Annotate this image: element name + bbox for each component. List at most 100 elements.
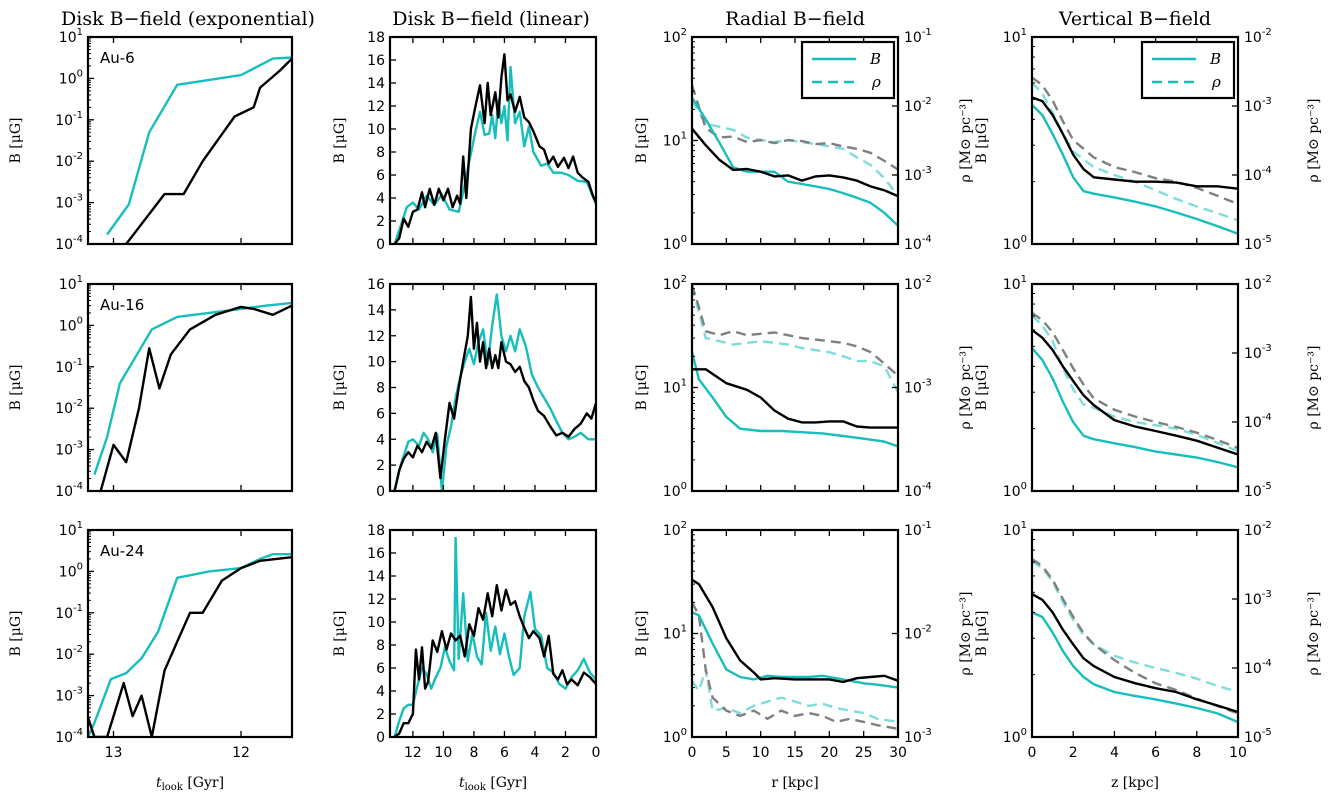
- panel-2-1: 101 100 10-1 10-2 10-3 10-4 B [μG] Au-16: [8, 274, 294, 500]
- panel-3-1: 101 100 10-1 10-2 10-3 10-4 13 12 tlook [Gyr] B […: [8, 520, 294, 793]
- y-tick-label: 2: [376, 707, 385, 723]
- y-tick-label: 10-1: [55, 110, 83, 129]
- y-tick-label: 10: [367, 615, 385, 631]
- y-tick-label: 10-2: [55, 398, 83, 417]
- x-tick-label: 10: [434, 745, 452, 761]
- y2-tick-label: 10-3: [1244, 589, 1272, 608]
- x-tick-label: 4: [531, 745, 540, 761]
- halo-label: Au-16: [100, 296, 144, 314]
- x-tick-label: 0: [1028, 745, 1037, 761]
- rho-line-grey: [1032, 76, 1238, 206]
- b-line-black: [692, 368, 898, 429]
- b-line-cyan: [1032, 347, 1238, 469]
- y-tick-label: 101: [59, 520, 83, 539]
- y2-tick-label: 10-2: [1244, 520, 1272, 539]
- axes-frame: [388, 35, 598, 246]
- b-line-cyan: [1032, 104, 1238, 235]
- x-tick-label: 0: [688, 745, 697, 761]
- y2-tick-label: 10-4: [1244, 165, 1272, 184]
- rho-line-cyan_light: [1032, 314, 1238, 453]
- y-tick-label: 100: [59, 561, 83, 580]
- panel-3-2: 0 2 4 6 8 10 12 14 16 18 12 10 8 6 4 2 0 tlook [Gyr] B [μG…: [332, 523, 600, 793]
- b-axis-label: B [μG]: [974, 365, 990, 411]
- y-tick-label: 4: [376, 432, 385, 448]
- column-title-exponential: Disk B−field (exponential): [61, 8, 315, 30]
- y-tick-label: 100: [59, 315, 83, 334]
- x-tick-label: 10: [752, 745, 770, 761]
- y-tick-label: 101: [663, 131, 687, 150]
- y2-tick-label: 10-3: [1244, 343, 1272, 362]
- y2-tick-label: 10-2: [904, 96, 932, 115]
- y-tick-label: 101: [59, 274, 83, 293]
- y-tick-label: 100: [663, 481, 687, 500]
- y-tick-label: 102: [663, 274, 687, 293]
- y-tick-label: 100: [1003, 727, 1027, 746]
- b-line-black: [692, 127, 898, 198]
- rho-axis-label: ρ [M⊙ pc⁻³]: [1306, 592, 1322, 676]
- y2-tick-label: 10-2: [1244, 27, 1272, 46]
- y-tick-label: 100: [1003, 481, 1027, 500]
- x-tick-label: 0: [592, 745, 601, 761]
- x-tick-label: 8: [469, 745, 478, 761]
- b-line-black: [1032, 96, 1238, 190]
- legend-b-label: B: [869, 50, 881, 68]
- b-line-cyan: [93, 301, 292, 475]
- axes-frame: [1030, 282, 1240, 493]
- legend: Bρ: [1140, 40, 1236, 100]
- y2-tick-label: 10-1: [904, 520, 932, 539]
- rho-line-cyan_light: [692, 668, 898, 724]
- x-tick-label: 12: [232, 745, 250, 761]
- x-tick-label: 2: [1069, 745, 1078, 761]
- b-line-cyan: [692, 351, 898, 448]
- y-tick-label: 100: [1003, 234, 1027, 253]
- b-axis-label: B [μG]: [8, 365, 24, 411]
- y-tick-label: 6: [376, 406, 385, 422]
- legend-rho-label: ρ: [1211, 73, 1221, 91]
- y2-tick-label: 10-5: [1244, 727, 1272, 746]
- rho-line-cyan_light: [1032, 81, 1238, 222]
- rho-line-grey: [692, 284, 898, 377]
- b-line-black: [1032, 593, 1238, 714]
- axes-frame: [690, 282, 900, 493]
- panel-1-1: 101 100 10-1 10-2 10-3 10-4 B [μG] Au-6: [8, 27, 294, 253]
- y-tick-label: 100: [663, 727, 687, 746]
- b-line-cyan: [692, 611, 898, 689]
- y-tick-label: 16: [367, 277, 385, 293]
- x-axis-label: r [kpc]: [771, 775, 818, 791]
- y-tick-label: 18: [367, 30, 385, 46]
- b-line-black: [125, 57, 292, 244]
- legend: Bρ: [800, 40, 896, 100]
- y-tick-label: 100: [663, 234, 687, 253]
- plot-area: [1032, 312, 1238, 469]
- b-line-cyan: [106, 56, 292, 236]
- b-line-cyan: [692, 96, 898, 227]
- y-tick-label: 4: [376, 191, 385, 207]
- y-tick-label: 0: [376, 484, 385, 500]
- legend-rho-label: ρ: [871, 73, 881, 91]
- rho-axis-label: ρ [M⊙ pc⁻³]: [958, 592, 974, 676]
- y-tick-label: 102: [663, 27, 687, 46]
- y2-tick-label: 10-4: [904, 234, 932, 253]
- plot-area: [88, 553, 292, 737]
- x-tick-label: 2: [561, 745, 570, 761]
- y-tick-label: 10-3: [55, 686, 83, 705]
- y-tick-label: 102: [663, 520, 687, 539]
- y-tick-label: 14: [367, 303, 385, 319]
- x-tick-label: 13: [105, 745, 123, 761]
- rho-axis-label: ρ [M⊙ pc⁻³]: [1306, 346, 1322, 430]
- x-tick-label: 12: [404, 745, 422, 761]
- y2-tick-label: 10-4: [1244, 658, 1272, 677]
- axes-frame: [388, 528, 598, 739]
- rho-axis-label: ρ [M⊙ pc⁻³]: [1306, 99, 1322, 183]
- rho-axis-label: ρ [M⊙ pc⁻³]: [958, 99, 974, 183]
- y-tick-label: 12: [367, 592, 385, 608]
- y-tick-label: 10-4: [55, 481, 83, 500]
- b-line-black: [393, 53, 596, 244]
- y-tick-label: 4: [376, 684, 385, 700]
- y-tick-label: 101: [663, 624, 687, 643]
- b-line-black: [99, 304, 292, 491]
- y-tick-label: 12: [367, 329, 385, 345]
- halo-label: Au-6: [100, 49, 135, 67]
- y-tick-label: 10-3: [55, 193, 83, 212]
